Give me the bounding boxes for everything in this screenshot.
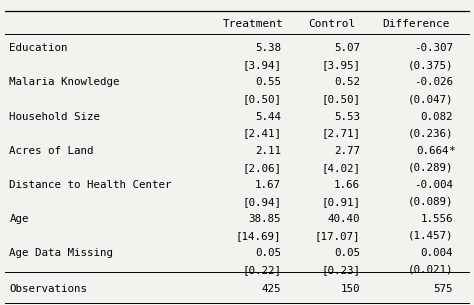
Text: [0.91]: [0.91] [321,197,360,207]
Text: 575: 575 [434,284,453,294]
Text: 0.05: 0.05 [334,248,360,258]
Text: 150: 150 [341,284,360,294]
Text: (0.047): (0.047) [408,95,453,105]
Text: [17.07]: [17.07] [315,231,360,241]
Text: 0.664: 0.664 [416,145,448,156]
Text: 5.38: 5.38 [255,43,281,53]
Text: [4.02]: [4.02] [321,163,360,173]
Text: (0.236): (0.236) [408,129,453,138]
Text: [2.41]: [2.41] [242,129,281,138]
Text: Observations: Observations [9,284,87,294]
Text: [0.50]: [0.50] [321,95,360,105]
Text: 0.52: 0.52 [334,77,360,88]
Text: [0.50]: [0.50] [242,95,281,105]
Text: [3.94]: [3.94] [242,60,281,70]
Text: 0.004: 0.004 [420,248,453,258]
Text: [0.22]: [0.22] [242,265,281,275]
Text: 0.082: 0.082 [420,112,453,122]
Text: [0.94]: [0.94] [242,197,281,207]
Text: Household Size: Household Size [9,112,100,122]
Text: 5.07: 5.07 [334,43,360,53]
Text: Distance to Health Center: Distance to Health Center [9,180,172,190]
Text: [2.71]: [2.71] [321,129,360,138]
Text: 2.77: 2.77 [334,145,360,156]
Text: Treatment: Treatment [223,20,283,30]
Text: 5.44: 5.44 [255,112,281,122]
Text: -0.307: -0.307 [414,43,453,53]
Text: (0.089): (0.089) [408,197,453,207]
Text: 2.11: 2.11 [255,145,281,156]
Text: (0.375): (0.375) [408,60,453,70]
Text: (1.457): (1.457) [408,231,453,241]
Text: 0.55: 0.55 [255,77,281,88]
Text: 1.66: 1.66 [334,180,360,190]
Text: 40.40: 40.40 [328,214,360,224]
Text: Difference: Difference [382,20,450,30]
Text: -0.004: -0.004 [414,180,453,190]
Text: Age Data Missing: Age Data Missing [9,248,113,258]
Text: Acres of Land: Acres of Land [9,145,94,156]
Text: Education: Education [9,43,68,53]
Text: [2.06]: [2.06] [242,163,281,173]
Text: [0.23]: [0.23] [321,265,360,275]
Text: -0.026: -0.026 [414,77,453,88]
Text: [3.95]: [3.95] [321,60,360,70]
Text: 1.556: 1.556 [420,214,453,224]
Text: *: * [448,145,455,156]
Text: 0.05: 0.05 [255,248,281,258]
Text: [14.69]: [14.69] [236,231,281,241]
Text: 425: 425 [262,284,281,294]
Text: Age: Age [9,214,29,224]
Text: Control: Control [309,20,356,30]
Text: 5.53: 5.53 [334,112,360,122]
Text: 1.67: 1.67 [255,180,281,190]
Text: 38.85: 38.85 [249,214,281,224]
Text: (0.021): (0.021) [408,265,453,275]
Text: (0.289): (0.289) [408,163,453,173]
Text: Malaria Knowledge: Malaria Knowledge [9,77,120,88]
